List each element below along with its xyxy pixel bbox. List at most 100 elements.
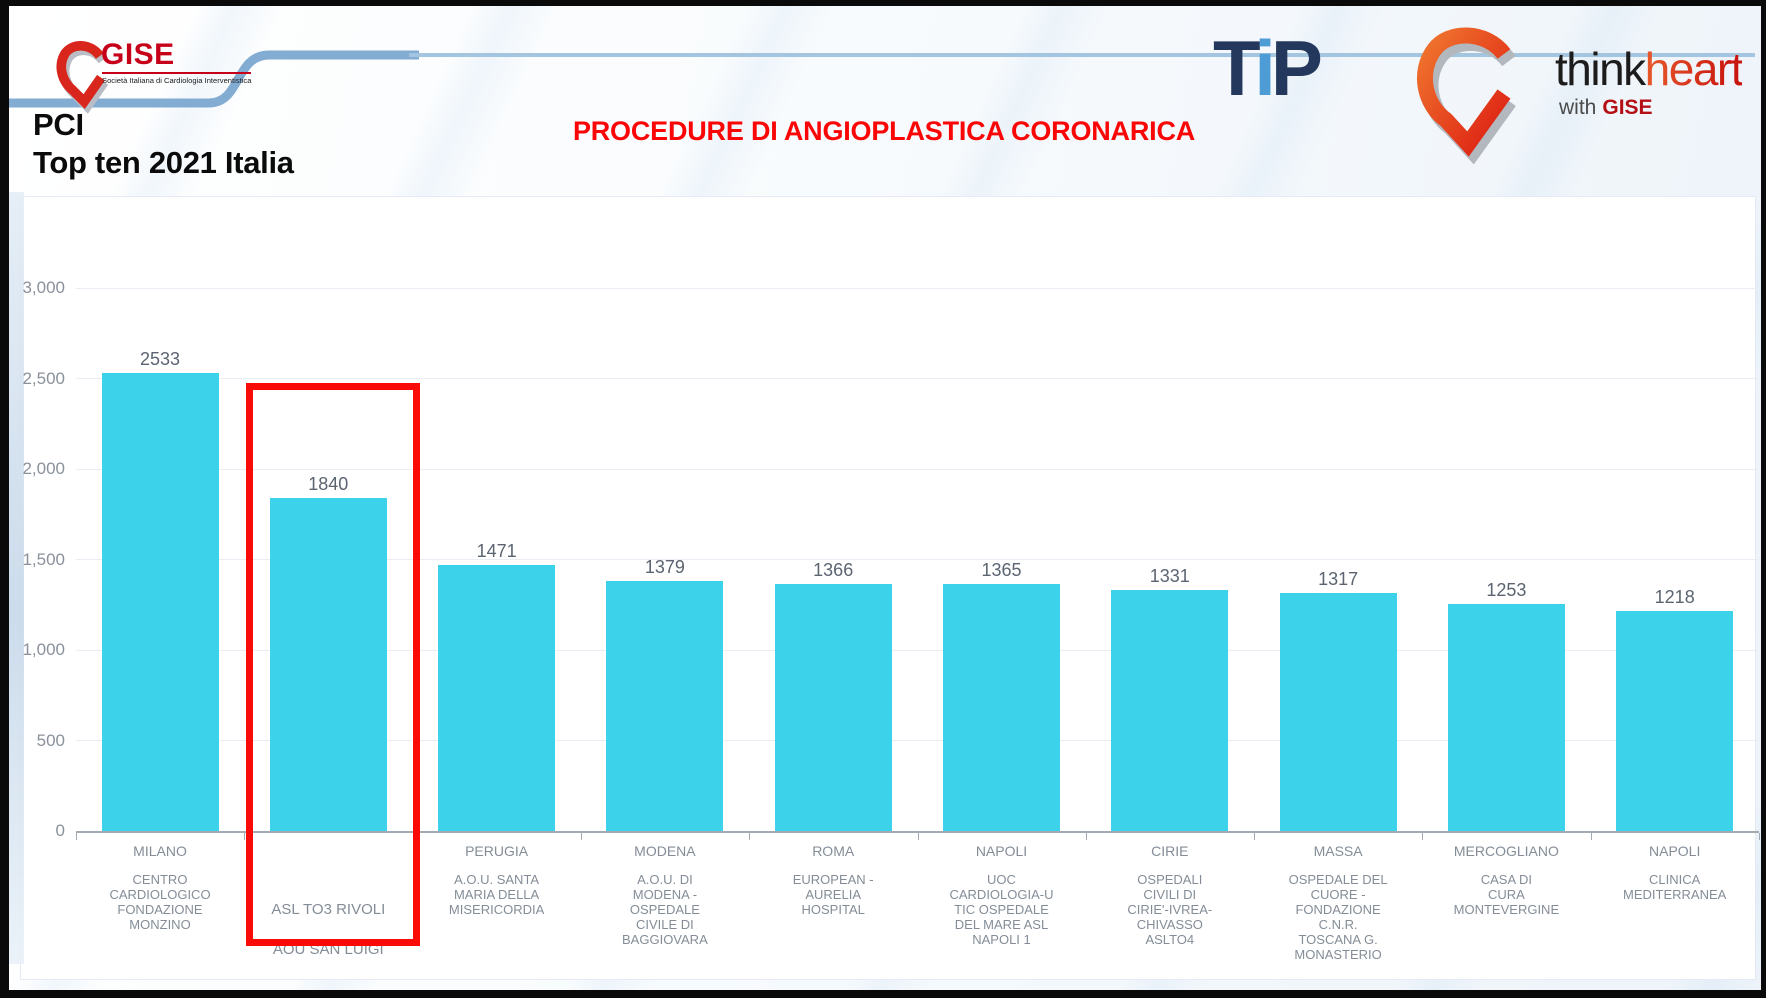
gise-heart-icon [56,41,109,114]
category-hospital-label: CASA DI CURA MONTEVERGINE [1421,872,1591,917]
banner-swoosh-graphic [9,50,1755,108]
category-hospital-line: DEL MARE ASL [954,917,1049,932]
y-axis-tick-label: 1,500 [22,549,65,569]
category-hospital-line: CIVILI DI [1143,887,1197,902]
bar [269,497,387,831]
gridline [76,559,1759,560]
category-hospital-line: TIC OSPEDALE [954,902,1049,917]
bar [1616,610,1734,831]
category-hospital-line: EUROPEAN - [792,872,874,887]
thinkheart-think: think [1555,43,1646,95]
thinkheart-with: with [1559,96,1597,119]
category-hospital-line: CHIVASSO [1136,917,1203,932]
tip-letter-i: i [1254,24,1276,112]
category-city-label: PERUGIA [465,843,529,859]
bar [774,583,892,831]
y-axis-tick-label: 0 [55,821,65,840]
x-axis-tick [1590,833,1592,840]
bar-value-label: 1379 [644,557,685,578]
y-axis-tick-label: 1,000 [22,640,65,659]
bar [438,564,556,831]
bar-value-label: 2533 [139,348,181,369]
gise-logo-tagline: Società Italiana di Cardiologia Interven… [102,72,252,85]
category-hospital-line: UOC [987,872,1016,887]
x-axis-tick [1085,833,1087,840]
category-hospital-line: C.N.R. [1318,917,1358,932]
category-city-label: CIRIE [1151,843,1189,859]
bar [1447,604,1565,831]
gridline [76,287,1759,289]
slide-title: PCI Top ten 2021 Italia [33,106,294,182]
bar [606,581,724,831]
bar-value-label: 1331 [1149,566,1190,587]
category-hospital-label: UOC CARDIOLOGIA-U TIC OSPEDALE DEL MARE ASL… [917,872,1087,947]
bar-value-label: 1317 [1318,568,1359,589]
category-hospital-line: CARDIOLOGICO [109,887,211,902]
category-hospital-line: MEDITERRANEA [1623,887,1727,902]
category-hospital-line: MONTEVERGINE [1453,902,1560,917]
category-hospital-line: MONASTERIO [1294,947,1382,962]
bar [1279,592,1397,831]
category-hospital-line: OSPEDALI [1137,872,1203,887]
category-hospital-line: ASL TO3 RIVOLI [271,901,386,918]
category-hospital-line: MISERICORDIA [448,902,545,917]
category-hospital-line: HOSPITAL [801,902,865,917]
gridline [76,378,1759,379]
category-city-label: NAPOLI [1649,843,1701,859]
y-axis-tick-label: 500 [36,730,65,750]
bar-chart: 0 500 1,000 1,500 2,000 2,500 3,000 2533 MILANO C… [9,6,1761,990]
bar-value-label: 1365 [981,559,1022,580]
x-axis-tick [917,833,919,840]
category-hospital-line: CARDIOLOGIA-U [949,887,1054,902]
category-hospital-line: AURELIA [805,887,861,902]
x-axis-tick [412,833,414,840]
category-hospital-line: OSPEDALE DEL [1288,872,1388,887]
category-hospital-line: FONDAZIONE [117,902,203,917]
category-hospital-line: MONZINO [129,917,191,932]
category-hospital-line: MODENA - [632,887,698,902]
bar-value-label: 1253 [1486,580,1527,601]
category-hospital-line: FONDAZIONE [1295,902,1381,917]
category-hospital-line: OSPEDALE [629,902,700,917]
thinkheart-heart-icon [1416,27,1516,165]
category-hospital-line: CIRIE'-IVREA- [1127,902,1213,917]
x-axis-tick [244,833,246,840]
bar [943,583,1060,831]
category-hospital-line: ASLTO4 [1145,932,1195,947]
category-city-label: MODENA [634,843,696,859]
category-city-label: MASSA [1313,843,1363,859]
thinkheart-heart-word: heart [1644,43,1744,95]
category-city-label: ROMA [812,843,855,859]
thinkheart-logo: thinkheart with GISE [1387,20,1759,170]
category-hospital-label: EUROPEAN - AURELIA HOSPITAL [748,872,918,917]
category-hospital-line: A.O.U. DI [637,872,693,887]
category-hospital-label: A.O.U. DI MODENA - OSPEDALE CIVILE DI BAGGIO… [580,872,750,947]
category-hospital-label: CENTRO CARDIOLOGICO FONDAZIONE MONZINO [75,872,245,932]
gise-logo: GISE Società Italiana di Cardiologia Int… [39,30,299,140]
category-hospital-line: CENTRO [132,872,188,887]
slide-title-line2: Top ten 2021 Italia [33,145,294,180]
tip-letter-p: P [1270,24,1323,112]
bar [101,372,219,831]
category-hospital-label: OSPEDALI CIVILI DI CIRIE'-IVREA- CHIVASSO AS… [1085,872,1255,947]
bar-value-label: 1840 [308,473,349,494]
main-heading: PROCEDURE DI ANGIOPLASTICA CORONARICA [572,116,1196,146]
x-axis-tick [1254,833,1256,840]
category-hospital-line: A.O.U. SANTA [454,872,540,887]
x-axis-tick [1422,833,1424,840]
bar-value-label: 1366 [813,559,854,580]
slide-page: GISE Società Italiana di Cardiologia Int… [9,6,1761,990]
category-hospital-line: NAPOLI 1 [972,932,1031,947]
gridline [76,740,1759,741]
tip-logo: TiP [1213,28,1323,108]
category-hospital-line: TOSCANA G. [1298,932,1378,947]
tip-letter-t: T [1213,24,1259,112]
gridline [76,649,1759,651]
x-axis-line [76,831,1759,833]
gridline [76,468,1759,470]
thinkheart-text: thinkheart [1555,42,1744,96]
bar [1111,590,1229,831]
category-hospital-line: CUORE - [1310,887,1366,902]
category-city-label: MERCOGLIANO [1453,843,1559,859]
category-city-label: NAPOLI [975,843,1028,859]
